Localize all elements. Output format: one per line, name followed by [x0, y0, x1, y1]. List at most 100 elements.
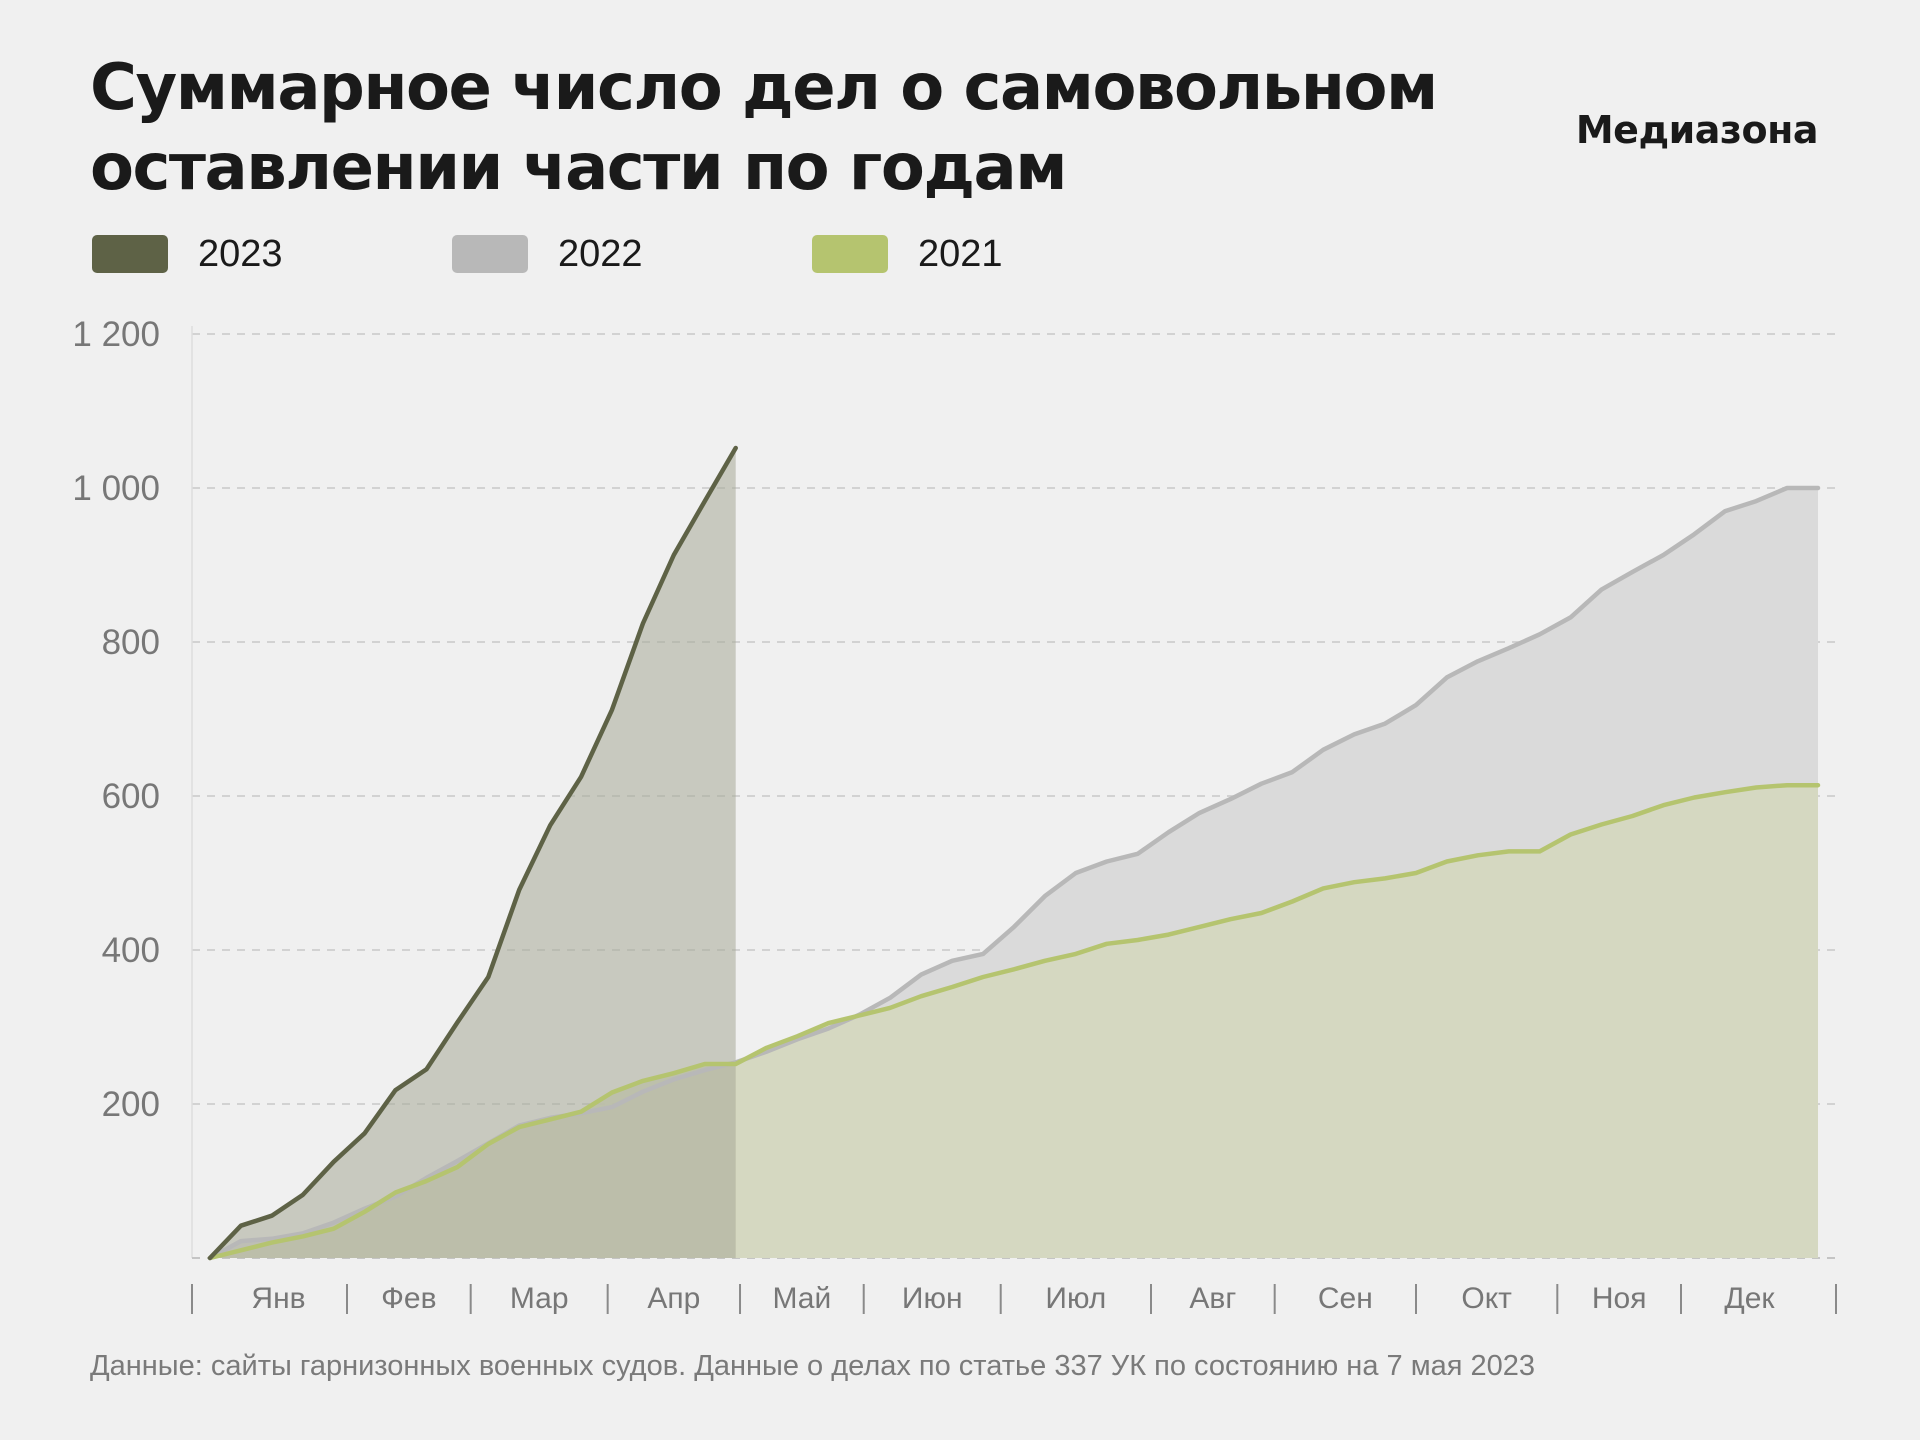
- point-2022-25: [981, 952, 985, 956]
- point-2023-15: [672, 553, 676, 557]
- line-layer: [207, 445, 1821, 1261]
- point-2022-49: [1723, 509, 1727, 513]
- point-2023-14: [641, 621, 645, 625]
- point-2023-13: [610, 708, 614, 712]
- point-2022-38: [1383, 721, 1387, 725]
- point-2021-40: [1445, 859, 1449, 863]
- point-2023-2: [270, 1214, 274, 1218]
- y-tick-label-400: 400: [102, 931, 160, 970]
- point-2021-35: [1290, 899, 1294, 903]
- legend-swatch-2021: [812, 235, 888, 273]
- legend-item-2023: 2023: [92, 232, 283, 275]
- point-2022-14: [641, 1090, 645, 1094]
- x-tick-label-8: Сен: [1318, 1282, 1373, 1315]
- legend-label-2022: 2022: [558, 232, 643, 275]
- point-2022-23: [919, 972, 923, 976]
- point-2021-48: [1692, 795, 1696, 799]
- point-2021-43: [1538, 849, 1542, 853]
- point-2023-8: [455, 1020, 459, 1024]
- point-2021-4: [332, 1227, 336, 1231]
- point-2023-4: [332, 1160, 336, 1164]
- y-tick-label-800: 800: [102, 623, 160, 662]
- brand-logo: Медиазона: [1575, 108, 1819, 152]
- x-tick-label-10: Ноя: [1592, 1282, 1647, 1315]
- point-2021-7: [424, 1179, 428, 1183]
- point-2022-4: [332, 1220, 336, 1224]
- point-2022-20: [826, 1026, 830, 1030]
- point-2021-27: [1043, 959, 1047, 963]
- point-2022-40: [1445, 675, 1449, 679]
- point-2023-1: [239, 1224, 243, 1228]
- point-2022-52: [1816, 486, 1820, 490]
- point-2021-2: [270, 1240, 274, 1244]
- point-2022-39: [1414, 703, 1418, 707]
- point-2022-32: [1197, 811, 1201, 815]
- point-2022-33: [1228, 797, 1232, 801]
- chart-title-line-2: оставлении части по годам: [90, 131, 1068, 205]
- point-2022-29: [1105, 859, 1109, 863]
- point-2022-34: [1259, 782, 1263, 786]
- x-tick-label-3: Апр: [647, 1282, 700, 1315]
- point-2021-45: [1599, 822, 1603, 826]
- point-2022-26: [1012, 925, 1016, 929]
- point-2023-0: [208, 1256, 212, 1260]
- x-tick-label-11: Дек: [1724, 1282, 1775, 1315]
- x-tick-label-5: Июн: [902, 1282, 963, 1315]
- point-2022-8: [455, 1159, 459, 1163]
- point-2021-37: [1352, 880, 1356, 884]
- point-2022-28: [1074, 871, 1078, 875]
- chart-title: Суммарное число дел о самовольном оставл…: [90, 48, 1490, 208]
- point-2023-16: [703, 499, 707, 503]
- point-2021-1: [239, 1248, 243, 1252]
- y-tick-label-1000: 1 000: [72, 469, 160, 508]
- point-2021-13: [610, 1090, 614, 1094]
- point-2023-12: [579, 775, 583, 779]
- point-2021-31: [1166, 932, 1170, 936]
- point-2021-22: [888, 1006, 892, 1010]
- x-tick-label-1: Фев: [381, 1282, 436, 1315]
- point-2022-13: [610, 1105, 614, 1109]
- x-tick-label-6: Июл: [1045, 1282, 1106, 1315]
- legend-item-2022: 2022: [452, 232, 643, 275]
- legend-label-2023: 2023: [198, 232, 283, 275]
- point-2023-7: [424, 1067, 428, 1071]
- point-2023-10: [517, 888, 521, 892]
- point-2021-33: [1228, 917, 1232, 921]
- point-2022-46: [1630, 570, 1634, 574]
- point-2021-10: [517, 1125, 521, 1129]
- point-2021-16: [703, 1062, 707, 1066]
- point-2022-27: [1043, 894, 1047, 898]
- point-2022-50: [1754, 499, 1758, 503]
- point-2021-12: [579, 1110, 583, 1114]
- point-2022-45: [1599, 587, 1603, 591]
- point-2022-1: [239, 1239, 243, 1243]
- point-2023-9: [486, 975, 490, 979]
- point-2021-15: [672, 1071, 676, 1075]
- point-2023-5: [362, 1131, 366, 1135]
- point-2022-44: [1568, 615, 1572, 619]
- point-2021-20: [826, 1021, 830, 1025]
- legend-item-2021: 2021: [812, 232, 1003, 275]
- point-2021-32: [1197, 925, 1201, 929]
- point-2023-11: [548, 823, 552, 827]
- point-2021-23: [919, 994, 923, 998]
- point-2021-36: [1321, 886, 1325, 890]
- point-2022-51: [1785, 486, 1789, 490]
- point-2022-22: [888, 996, 892, 1000]
- legend-swatch-2022: [452, 235, 528, 273]
- point-2021-17: [734, 1062, 738, 1066]
- line-2021: [207, 782, 1821, 1261]
- point-2021-38: [1383, 876, 1387, 880]
- point-2021-52: [1816, 783, 1820, 787]
- point-2022-43: [1538, 632, 1542, 636]
- point-2021-3: [301, 1234, 305, 1238]
- area-layer: [210, 448, 1818, 1258]
- legend-label-2021: 2021: [918, 232, 1003, 275]
- point-2021-6: [393, 1190, 397, 1194]
- point-2022-37: [1352, 732, 1356, 736]
- point-2021-5: [362, 1210, 366, 1214]
- point-2021-41: [1476, 853, 1480, 857]
- point-2021-18: [764, 1046, 768, 1050]
- source-note: Данные: сайты гарнизонных военных судов.…: [90, 1350, 1536, 1382]
